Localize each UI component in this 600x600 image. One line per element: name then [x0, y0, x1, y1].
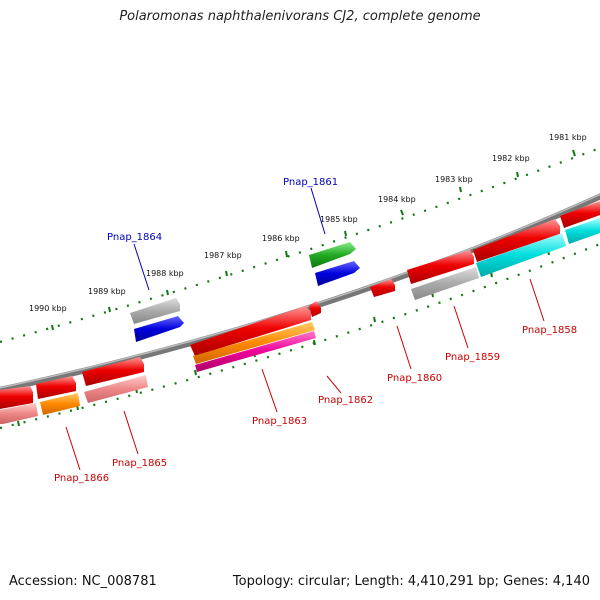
gene-arrow[interactable] [315, 261, 360, 286]
ruler-track-outer [0, 146, 600, 344]
gene-arrow[interactable] [560, 201, 600, 228]
ruler-label: 1988 kbp [146, 269, 184, 278]
gene-arrow[interactable] [193, 322, 315, 364]
gene-arrow[interactable] [473, 219, 560, 262]
gene-arrow[interactable] [411, 267, 479, 300]
ruler-ticks-outer [51, 149, 576, 331]
gene-arrow[interactable] [407, 250, 474, 284]
gene-arrow[interactable] [82, 357, 144, 386]
gene-arrow[interactable] [309, 301, 321, 317]
ruler-label: 1989 kbp [88, 287, 126, 296]
ruler-label: 1990 kbp [29, 304, 67, 313]
forward-strand-genes [0, 201, 600, 409]
gene-arrow[interactable] [195, 331, 316, 372]
gene-arrow[interactable] [0, 403, 38, 424]
gene-label[interactable]: Pnap_1863 [252, 416, 307, 427]
gene-arrow[interactable] [40, 393, 80, 415]
gene-arrow[interactable] [130, 298, 180, 324]
gene-label[interactable]: Pnap_1858 [522, 325, 577, 336]
genome-info-text: Topology: circular; Length: 4,410,291 bp… [232, 574, 590, 589]
gene-label[interactable]: Pnap_1866 [54, 473, 109, 484]
map-title: Polaromonas naphthalenivorans CJ2, compl… [119, 9, 481, 24]
ruler-label: 1981 kbp [549, 133, 587, 142]
leader-lines-bottom [65, 278, 545, 471]
gene-arrow[interactable] [190, 306, 311, 356]
gene-label[interactable]: Pnap_1859 [445, 352, 500, 363]
reverse-strand-genes [0, 218, 600, 424]
ruler-label: 1982 kbp [492, 154, 530, 163]
ruler-labels: 1990 kbp 1989 kbp 1988 kbp 1987 kbp 1986… [29, 133, 587, 313]
gene-label[interactable]: Pnap_1865 [112, 458, 167, 469]
gene-arrow[interactable] [134, 316, 184, 342]
gene-arrow[interactable] [370, 279, 395, 297]
ruler-label: 1987 kbp [204, 251, 242, 260]
gene-arrow[interactable] [309, 242, 356, 268]
ruler-label: 1984 kbp [378, 195, 416, 204]
gene-arrow[interactable] [0, 386, 33, 409]
ruler-label: 1985 kbp [320, 215, 358, 224]
gene-arrow[interactable] [476, 233, 566, 277]
gene-arrow[interactable] [84, 375, 148, 403]
gene-label[interactable]: Pnap_1860 [387, 373, 442, 384]
ruler-label: 1983 kbp [435, 175, 473, 184]
gene-arrow[interactable] [36, 376, 76, 399]
ruler-label: 1986 kbp [262, 234, 300, 243]
gene-label[interactable]: Pnap_1861 [283, 177, 338, 188]
gene-label[interactable]: Pnap_1864 [107, 232, 162, 243]
gene-arrow[interactable] [565, 218, 600, 244]
gene-label[interactable]: Pnap_1862 [318, 395, 373, 406]
leader-lines-top [133, 187, 326, 291]
accession-text: Accession: NC_008781 [9, 574, 157, 589]
